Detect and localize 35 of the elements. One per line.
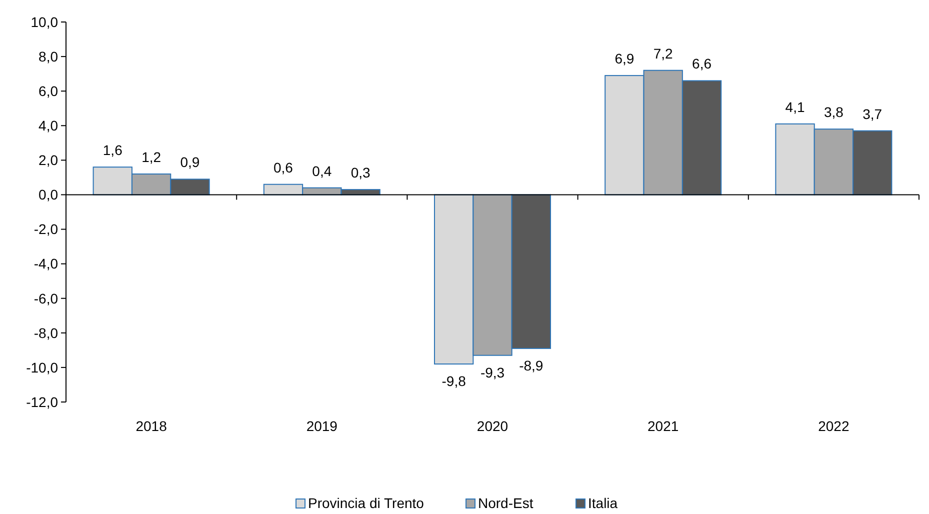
- y-tick-label: -4,0: [34, 256, 58, 272]
- y-tick-label: -6,0: [34, 290, 58, 306]
- data-label: 6,9: [614, 50, 634, 67]
- data-label: -8,9: [519, 357, 544, 374]
- y-tick-label: 6,0: [38, 82, 58, 99]
- data-label: 0,6: [273, 159, 294, 176]
- data-label: -9,8: [442, 373, 466, 389]
- y-tick-label: -8,0: [34, 324, 58, 341]
- y-tick-label: -12,0: [26, 394, 58, 410]
- data-label: 7,2: [653, 45, 674, 62]
- legend-label: Italia: [588, 495, 618, 511]
- data-label: 4,1: [785, 98, 805, 115]
- data-label: 3,8: [824, 104, 844, 120]
- x-tick-label: 2018: [136, 418, 168, 434]
- x-tick-label: 2022: [818, 418, 850, 434]
- y-tick-label: 10,0: [30, 14, 58, 30]
- y-tick-label: 0,0: [38, 186, 58, 203]
- y-tick-label: 2,0: [38, 152, 58, 168]
- y-tick-label: 4,0: [38, 118, 58, 134]
- y-tick-label: -10,0: [26, 359, 58, 376]
- data-label: -9,3: [480, 364, 505, 380]
- x-tick-label: 2020: [476, 418, 508, 434]
- data-label: 3,7: [862, 106, 882, 122]
- x-tick-label: 2021: [648, 418, 679, 434]
- legend-label: Provincia di Trento: [308, 495, 424, 511]
- data-label: 0,9: [180, 154, 200, 170]
- y-tick-label: -2,0: [34, 221, 58, 238]
- data-label: 0,3: [350, 164, 371, 181]
- x-tick-label: 2019: [306, 418, 338, 434]
- legend-label: Nord-Est: [478, 495, 534, 511]
- data-label: 0,4: [312, 162, 332, 179]
- data-label: 1,6: [102, 142, 123, 158]
- data-label: 1,2: [142, 149, 162, 165]
- data-label: 6,6: [692, 56, 712, 72]
- y-tick-label: 8,0: [38, 48, 58, 64]
